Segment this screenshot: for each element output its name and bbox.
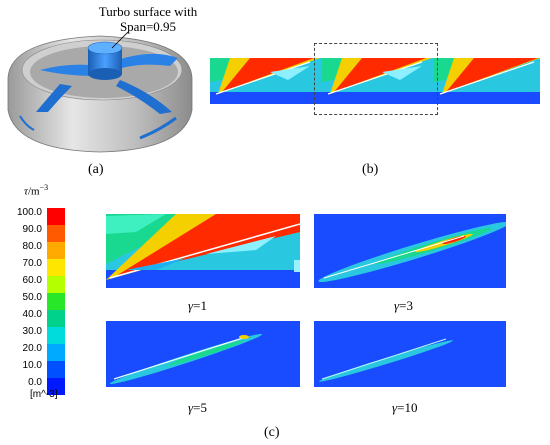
colorbar-swatch bbox=[47, 293, 65, 310]
colorbar-swatch bbox=[47, 259, 65, 276]
panel-c-label: (c) bbox=[264, 425, 280, 440]
colorbar-tick-label: 90.0 bbox=[22, 224, 42, 235]
colorbar-swatch bbox=[47, 378, 65, 395]
colorbar-tick-label: 100.0 bbox=[16, 207, 42, 218]
contour-gamma-1 bbox=[106, 214, 301, 288]
caption-gamma-3: γ=3 bbox=[394, 298, 413, 314]
panel-b-contour-svg bbox=[210, 58, 540, 104]
turbine-3d-svg bbox=[7, 31, 193, 153]
colorbar-swatch bbox=[47, 276, 65, 293]
panel-b-contour bbox=[210, 58, 540, 104]
colorbar-swatch bbox=[47, 310, 65, 327]
caption-gamma-5-symbol: γ bbox=[188, 400, 194, 415]
colorbar-swatch bbox=[47, 242, 65, 259]
contour-gamma-10 bbox=[314, 321, 506, 387]
colorbar-swatch bbox=[47, 225, 65, 242]
caption-gamma-3-symbol: γ bbox=[394, 298, 400, 313]
annotation-turbo-surface: Turbo surface with Span=0.95 bbox=[88, 4, 208, 34]
caption-gamma-1-value: =1 bbox=[193, 298, 207, 313]
colorbar-tick-label: 10.0 bbox=[22, 360, 42, 371]
colorbar-title-symbol: τ bbox=[24, 185, 28, 198]
contour-gamma-1-svg bbox=[106, 214, 301, 288]
caption-gamma-10-symbol: γ bbox=[392, 400, 398, 415]
caption-gamma-3-value: =3 bbox=[399, 298, 413, 313]
contour-gamma-3-svg bbox=[314, 214, 510, 288]
colorbar-title-unit: /m bbox=[27, 185, 40, 198]
annotation-line-2: Span=0.95 bbox=[119, 19, 177, 34]
colorbar-tick-label: 40.0 bbox=[22, 309, 42, 320]
caption-gamma-10-value: =10 bbox=[397, 400, 418, 415]
panel-b-label: (b) bbox=[362, 162, 379, 177]
panel-a-label: (a) bbox=[88, 162, 104, 177]
colorbar-swatch bbox=[47, 361, 65, 378]
colorbar-tick-label: 50.0 bbox=[22, 292, 42, 303]
caption-gamma-5: γ=5 bbox=[188, 400, 207, 416]
caption-gamma-10: γ=10 bbox=[392, 400, 417, 416]
annotation-line-1: Turbo surface with bbox=[98, 4, 198, 19]
caption-gamma-5-value: =5 bbox=[193, 400, 207, 415]
colorbar-title-exp: −3 bbox=[39, 183, 49, 192]
caption-gamma-1-symbol: γ bbox=[188, 298, 194, 313]
contour-gamma-10-svg bbox=[314, 321, 506, 387]
colorbar-swatch bbox=[47, 344, 65, 361]
colorbar-tick-label: 80.0 bbox=[22, 241, 42, 252]
colorbar-unit-label: [m^-3] bbox=[30, 389, 58, 400]
colorbar-swatch bbox=[47, 327, 65, 344]
colorbar-tick-label: 60.0 bbox=[22, 275, 42, 286]
colorbar-tick-label: 20.0 bbox=[22, 343, 42, 354]
caption-gamma-1: γ=1 bbox=[188, 298, 207, 314]
contour-gamma-5 bbox=[106, 321, 300, 387]
contour-gamma-5-svg bbox=[106, 321, 300, 387]
annotation-leader-line bbox=[111, 31, 129, 49]
colorbar: 100.0 90.0 80.0 70.0 60.0 50.0 40.0 30.0 20.0 10.… bbox=[0, 0, 100, 445]
colorbar-title: τ/m−3 bbox=[24, 183, 48, 198]
colorbar-tick-label: 0.0 bbox=[28, 377, 42, 388]
selection-box-dashed bbox=[314, 43, 438, 115]
colorbar-swatch bbox=[47, 208, 65, 225]
turbine-3d-render bbox=[0, 0, 200, 165]
colorbar-tick-label: 70.0 bbox=[22, 258, 42, 269]
colorbar-tick-label: 30.0 bbox=[22, 326, 42, 337]
contour-gamma-3 bbox=[314, 214, 510, 288]
